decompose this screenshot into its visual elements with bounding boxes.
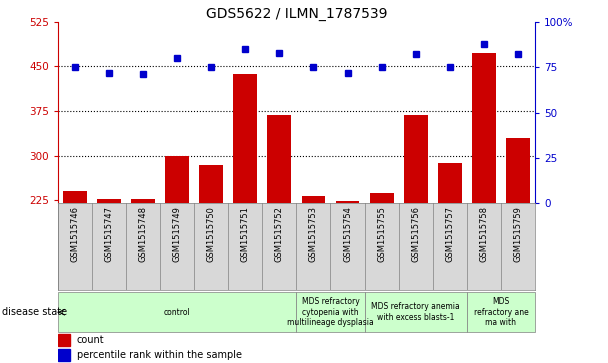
Bar [370, 193, 393, 203]
Text: MDS refractory anemia
with excess blasts-1: MDS refractory anemia with excess blasts… [371, 302, 460, 322]
Text: GSM1515751: GSM1515751 [241, 206, 250, 262]
Bar [296, 292, 365, 332]
Text: count: count [77, 335, 105, 345]
Bar [233, 74, 257, 203]
Text: GSM1515754: GSM1515754 [343, 206, 352, 262]
Bar [58, 334, 70, 346]
Text: GSM1515758: GSM1515758 [479, 206, 488, 262]
Bar [165, 156, 189, 203]
Bar [472, 53, 496, 203]
Text: GSM1515752: GSM1515752 [275, 206, 284, 262]
Text: GSM1515746: GSM1515746 [71, 206, 79, 262]
Bar [302, 196, 325, 203]
Bar [506, 138, 530, 203]
Bar [404, 115, 427, 203]
Text: MDS
refractory ane
ma with: MDS refractory ane ma with [474, 297, 528, 327]
Bar [268, 115, 291, 203]
Text: GSM1515757: GSM1515757 [445, 206, 454, 262]
Title: GDS5622 / ILMN_1787539: GDS5622 / ILMN_1787539 [206, 7, 387, 21]
Bar [365, 292, 467, 332]
Text: GSM1515759: GSM1515759 [514, 206, 522, 262]
Text: GSM1515749: GSM1515749 [173, 206, 182, 262]
Bar [97, 199, 121, 203]
Text: GSM1515755: GSM1515755 [377, 206, 386, 262]
Text: percentile rank within the sample: percentile rank within the sample [77, 350, 242, 360]
Bar [63, 191, 87, 203]
Bar [199, 164, 223, 203]
Text: GSM1515756: GSM1515756 [411, 206, 420, 262]
Bar [131, 199, 155, 203]
Text: GSM1515750: GSM1515750 [207, 206, 216, 262]
Bar [58, 349, 70, 361]
Text: GSM1515747: GSM1515747 [105, 206, 114, 262]
Bar [58, 292, 296, 332]
Text: GSM1515748: GSM1515748 [139, 206, 148, 262]
Text: MDS refractory
cytopenia with
multilineage dysplasia: MDS refractory cytopenia with multilinea… [287, 297, 374, 327]
Text: disease state: disease state [2, 307, 67, 317]
Text: control: control [164, 308, 190, 317]
Bar [336, 201, 359, 203]
Text: GSM1515753: GSM1515753 [309, 206, 318, 262]
Bar [438, 163, 461, 203]
Bar [467, 292, 535, 332]
